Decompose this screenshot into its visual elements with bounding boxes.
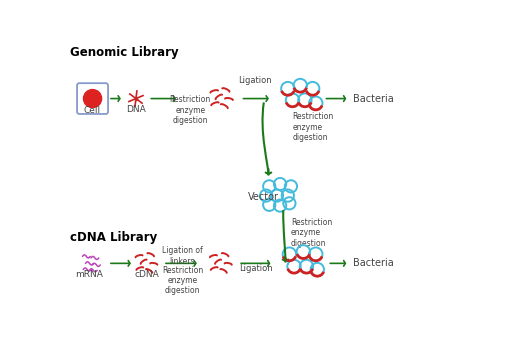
Text: Bacteria: Bacteria [353, 94, 393, 103]
Text: Restriction
enzyme
digestion: Restriction enzyme digestion [292, 112, 334, 142]
Text: Bacteria: Bacteria [353, 258, 393, 268]
Text: cDNA: cDNA [134, 270, 159, 279]
Text: Ligation of
linkers: Ligation of linkers [162, 246, 203, 266]
Text: DNA: DNA [126, 106, 146, 114]
Text: mRNA: mRNA [76, 270, 103, 279]
FancyBboxPatch shape [77, 83, 108, 114]
Text: Restriction
enzyme
digestion: Restriction enzyme digestion [162, 266, 203, 295]
Text: cDNA Library: cDNA Library [70, 231, 157, 244]
Text: Restriction
enzyme
digestion: Restriction enzyme digestion [291, 218, 332, 248]
Text: Ligation: Ligation [239, 264, 273, 273]
Text: Genomic Library: Genomic Library [70, 46, 179, 59]
Text: Restriction
enzyme
digestion: Restriction enzyme digestion [170, 96, 211, 125]
Text: Cell: Cell [84, 106, 101, 115]
Text: Vector: Vector [248, 192, 280, 202]
Text: Ligation: Ligation [239, 76, 272, 85]
Circle shape [83, 90, 102, 108]
